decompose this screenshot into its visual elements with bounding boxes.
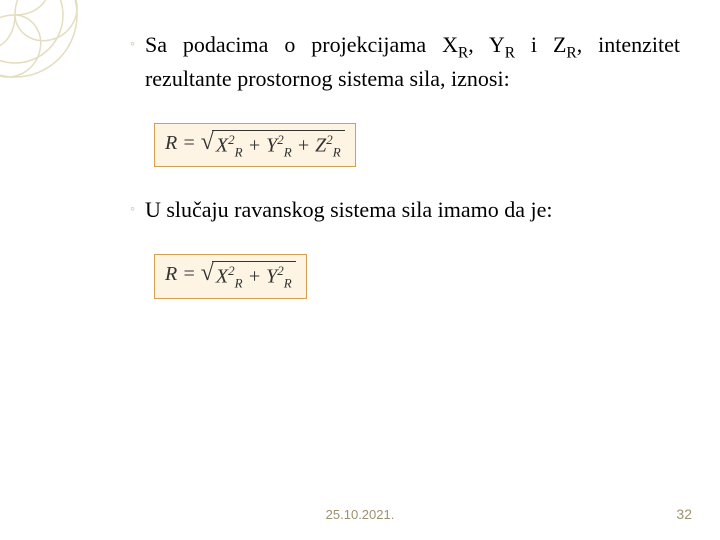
bullet-icon: ◦ (130, 202, 135, 218)
list-item: ◦ U slučaju ravanskog sistema sila imamo… (130, 195, 680, 226)
t: Sa podacima o projekcijama X (145, 32, 458, 57)
page-number: 32 (676, 506, 692, 522)
t: R (566, 44, 576, 61)
list-item: ◦ Sa podacima o projekcijama XR, YR i ZR… (130, 30, 680, 95)
t: R (505, 44, 515, 61)
t: , Y (468, 32, 505, 57)
formula-3d: R = √ X2R + Y2R + Z2R (154, 123, 356, 168)
footer-date: 25.10.2021. (0, 507, 720, 522)
s: R (235, 144, 243, 159)
s: R (235, 276, 243, 291)
item-text-1: Sa podacima o projekcijama XR, YR i ZR, … (145, 30, 680, 95)
plus: + (297, 134, 316, 156)
term: X (216, 266, 228, 288)
term: Y (266, 266, 277, 288)
lhs: R (165, 263, 177, 285)
eq: = (182, 263, 201, 285)
radicand: X2R + Y2R + Z2R (212, 130, 345, 161)
t: R (458, 44, 468, 61)
s: R (284, 276, 292, 291)
bullet-icon: ◦ (130, 37, 135, 53)
corner-decoration (0, 0, 120, 120)
item-text-2: U slučaju ravanskog sistema sila imamo d… (145, 195, 553, 226)
plus: + (248, 134, 267, 156)
s: R (284, 144, 292, 159)
s: R (333, 144, 341, 159)
sqrt: √ X2R + Y2R (201, 261, 296, 292)
t: i Z (515, 32, 566, 57)
formula-2d: R = √ X2R + Y2R (154, 254, 307, 299)
term: Y (266, 134, 277, 156)
plus: + (248, 266, 267, 288)
eq: = (182, 132, 201, 154)
term: X (216, 134, 228, 156)
sqrt: √ X2R + Y2R + Z2R (201, 130, 345, 161)
radicand: X2R + Y2R (212, 261, 296, 292)
slide-content: ◦ Sa podacima o projekcijama XR, YR i ZR… (130, 30, 680, 327)
term: Z (315, 134, 326, 156)
lhs: R (165, 132, 177, 154)
